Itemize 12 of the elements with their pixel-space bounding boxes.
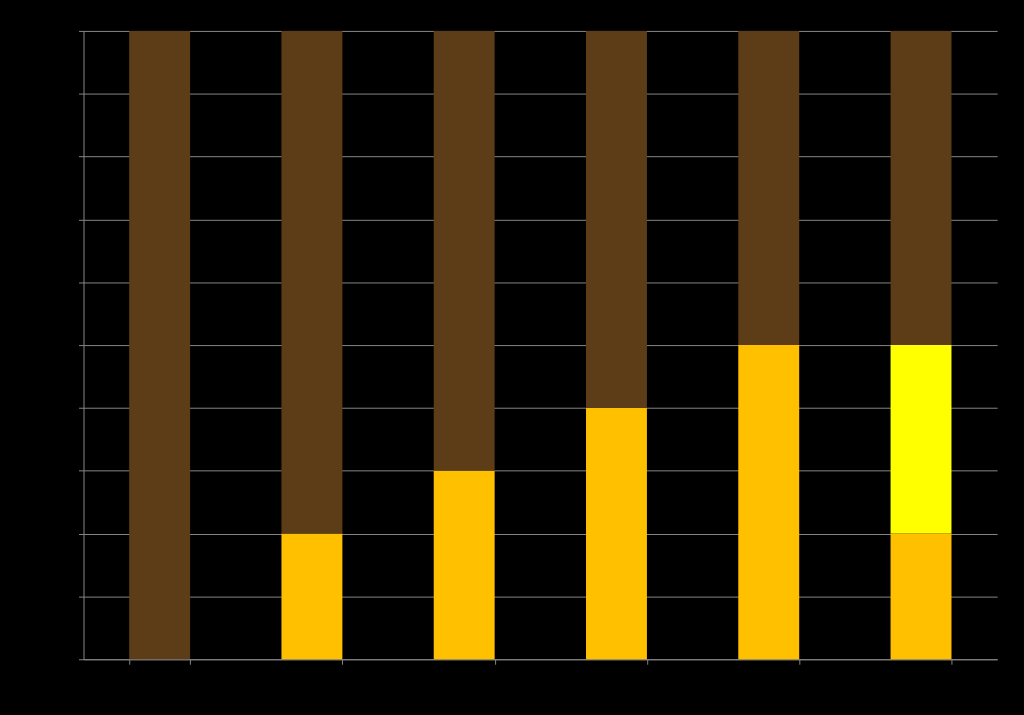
bar [433, 30, 495, 471]
bar [433, 470, 495, 660]
bar [890, 345, 952, 534]
bar [890, 533, 952, 660]
bar [129, 30, 191, 660]
bar [281, 30, 343, 534]
bar [281, 533, 343, 660]
bar [890, 30, 952, 346]
bar [586, 407, 647, 660]
bar [586, 30, 647, 408]
bar [738, 30, 800, 346]
bar [738, 345, 800, 660]
